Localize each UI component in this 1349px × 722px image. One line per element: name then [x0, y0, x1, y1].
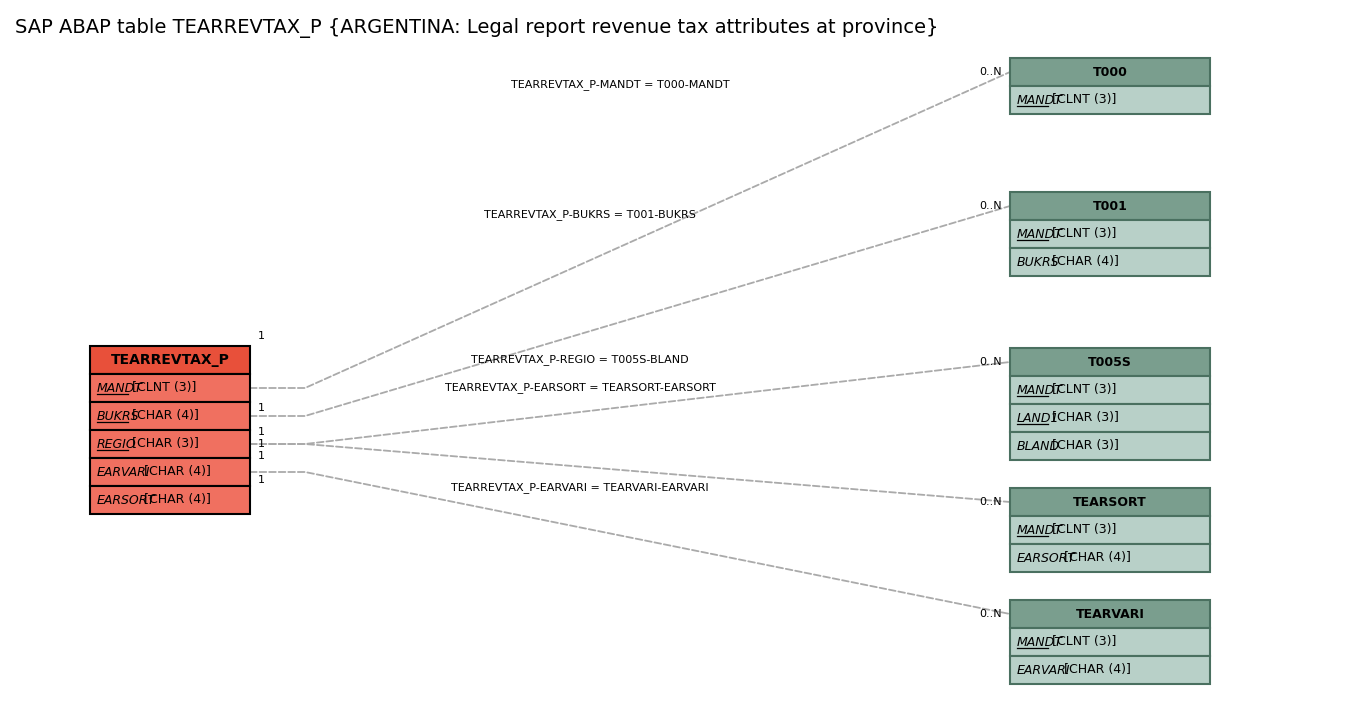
- Text: [CHAR (3)]: [CHAR (3)]: [1048, 440, 1118, 453]
- FancyBboxPatch shape: [1010, 488, 1210, 516]
- Text: [CHAR (3)]: [CHAR (3)]: [128, 438, 198, 451]
- Text: T001: T001: [1093, 199, 1128, 212]
- Text: [CLNT (3)]: [CLNT (3)]: [128, 381, 197, 394]
- Text: MANDT: MANDT: [1017, 523, 1063, 536]
- FancyBboxPatch shape: [90, 458, 250, 486]
- Text: 0..N: 0..N: [979, 497, 1002, 507]
- Text: 0..N: 0..N: [979, 201, 1002, 211]
- Text: REGIO: REGIO: [97, 438, 136, 451]
- FancyBboxPatch shape: [1010, 628, 1210, 656]
- Text: 1: 1: [258, 475, 264, 485]
- FancyBboxPatch shape: [1010, 348, 1210, 376]
- Text: TEARREVTAX_P-BUKRS = T001-BUKRS: TEARREVTAX_P-BUKRS = T001-BUKRS: [484, 209, 696, 220]
- Text: [CLNT (3)]: [CLNT (3)]: [1048, 383, 1117, 396]
- Text: BUKRS: BUKRS: [97, 409, 139, 422]
- Text: 0..N: 0..N: [979, 67, 1002, 77]
- Text: 1: 1: [258, 439, 264, 449]
- Text: BUKRS: BUKRS: [1017, 256, 1059, 269]
- Text: [CHAR (4)]: [CHAR (4)]: [140, 466, 212, 479]
- Text: EARSORT: EARSORT: [1017, 552, 1077, 565]
- FancyBboxPatch shape: [90, 486, 250, 514]
- Text: [CHAR (4)]: [CHAR (4)]: [1060, 664, 1132, 677]
- Text: [CLNT (3)]: [CLNT (3)]: [1048, 635, 1117, 648]
- Text: [CHAR (3)]: [CHAR (3)]: [1048, 412, 1118, 425]
- FancyBboxPatch shape: [90, 402, 250, 430]
- Text: [CHAR (4)]: [CHAR (4)]: [1048, 256, 1118, 269]
- FancyBboxPatch shape: [1010, 58, 1210, 86]
- FancyBboxPatch shape: [1010, 544, 1210, 572]
- FancyBboxPatch shape: [1010, 192, 1210, 220]
- Text: EARVARI: EARVARI: [1017, 664, 1071, 677]
- Text: T000: T000: [1093, 66, 1128, 79]
- Text: LAND1: LAND1: [1017, 412, 1059, 425]
- Text: [CHAR (4)]: [CHAR (4)]: [140, 494, 212, 507]
- Text: [CLNT (3)]: [CLNT (3)]: [1048, 523, 1117, 536]
- FancyBboxPatch shape: [1010, 86, 1210, 114]
- Text: MANDT: MANDT: [1017, 227, 1063, 240]
- Text: T005S: T005S: [1089, 355, 1132, 368]
- Text: EARSORT: EARSORT: [97, 494, 156, 507]
- Text: MANDT: MANDT: [1017, 383, 1063, 396]
- FancyBboxPatch shape: [1010, 516, 1210, 544]
- FancyBboxPatch shape: [90, 346, 250, 374]
- Text: TEARREVTAX_P-MANDT = T000-MANDT: TEARREVTAX_P-MANDT = T000-MANDT: [511, 79, 730, 90]
- FancyBboxPatch shape: [1010, 376, 1210, 404]
- Text: TEARREVTAX_P-EARVARI = TEARVARI-EARVARI: TEARREVTAX_P-EARVARI = TEARVARI-EARVARI: [451, 482, 708, 493]
- FancyBboxPatch shape: [90, 430, 250, 458]
- Text: SAP ABAP table TEARREVTAX_P {ARGENTINA: Legal report revenue tax attributes at p: SAP ABAP table TEARREVTAX_P {ARGENTINA: …: [15, 18, 939, 38]
- Text: [CHAR (4)]: [CHAR (4)]: [128, 409, 198, 422]
- FancyBboxPatch shape: [1010, 656, 1210, 684]
- FancyBboxPatch shape: [1010, 432, 1210, 460]
- Text: [CLNT (3)]: [CLNT (3)]: [1048, 94, 1117, 107]
- Text: TEARREVTAX_P-REGIO = T005S-BLAND: TEARREVTAX_P-REGIO = T005S-BLAND: [471, 355, 689, 365]
- FancyBboxPatch shape: [90, 374, 250, 402]
- Text: 0..N: 0..N: [979, 609, 1002, 619]
- Text: EARVARI: EARVARI: [97, 466, 151, 479]
- Text: TEARSORT: TEARSORT: [1072, 495, 1147, 508]
- Text: [CHAR (4)]: [CHAR (4)]: [1060, 552, 1132, 565]
- FancyBboxPatch shape: [1010, 248, 1210, 276]
- Text: 1: 1: [258, 403, 264, 413]
- Text: TEARREVTAX_P-EARSORT = TEARSORT-EARSORT: TEARREVTAX_P-EARSORT = TEARSORT-EARSORT: [445, 383, 715, 393]
- FancyBboxPatch shape: [1010, 220, 1210, 248]
- Text: MANDT: MANDT: [1017, 94, 1063, 107]
- Text: TEARREVTAX_P: TEARREVTAX_P: [111, 353, 229, 367]
- Text: 0..N: 0..N: [979, 357, 1002, 367]
- Text: BLAND: BLAND: [1017, 440, 1060, 453]
- Text: 1: 1: [258, 331, 264, 341]
- Text: MANDT: MANDT: [1017, 635, 1063, 648]
- Text: TEARVARI: TEARVARI: [1075, 607, 1144, 620]
- Text: 1: 1: [258, 451, 264, 461]
- Text: [CLNT (3)]: [CLNT (3)]: [1048, 227, 1117, 240]
- Text: 1: 1: [258, 427, 264, 437]
- FancyBboxPatch shape: [1010, 404, 1210, 432]
- FancyBboxPatch shape: [1010, 600, 1210, 628]
- Text: MANDT: MANDT: [97, 381, 143, 394]
